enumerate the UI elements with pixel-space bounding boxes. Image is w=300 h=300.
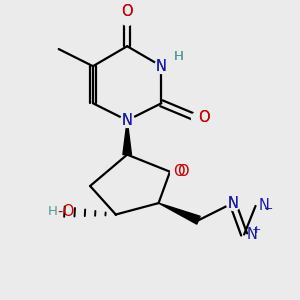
Text: O: O — [177, 164, 189, 179]
Text: N: N — [227, 196, 238, 211]
Text: N: N — [122, 113, 133, 128]
Text: O: O — [122, 4, 133, 19]
Text: N: N — [247, 227, 258, 242]
Polygon shape — [159, 203, 200, 224]
Text: H: H — [174, 50, 184, 63]
Text: N: N — [122, 113, 133, 128]
Text: N: N — [156, 59, 167, 74]
Text: N: N — [156, 59, 167, 74]
Text: -O: -O — [57, 204, 75, 219]
Text: N: N — [258, 199, 269, 214]
Text: H: H — [174, 50, 184, 63]
Text: O: O — [122, 4, 133, 19]
Text: N: N — [227, 196, 238, 211]
Polygon shape — [123, 120, 131, 154]
Text: O: O — [199, 110, 210, 125]
Text: O: O — [199, 110, 210, 125]
Text: H: H — [47, 205, 57, 218]
Text: +: + — [252, 225, 262, 235]
Text: O: O — [173, 164, 184, 179]
Text: −: − — [264, 204, 273, 214]
